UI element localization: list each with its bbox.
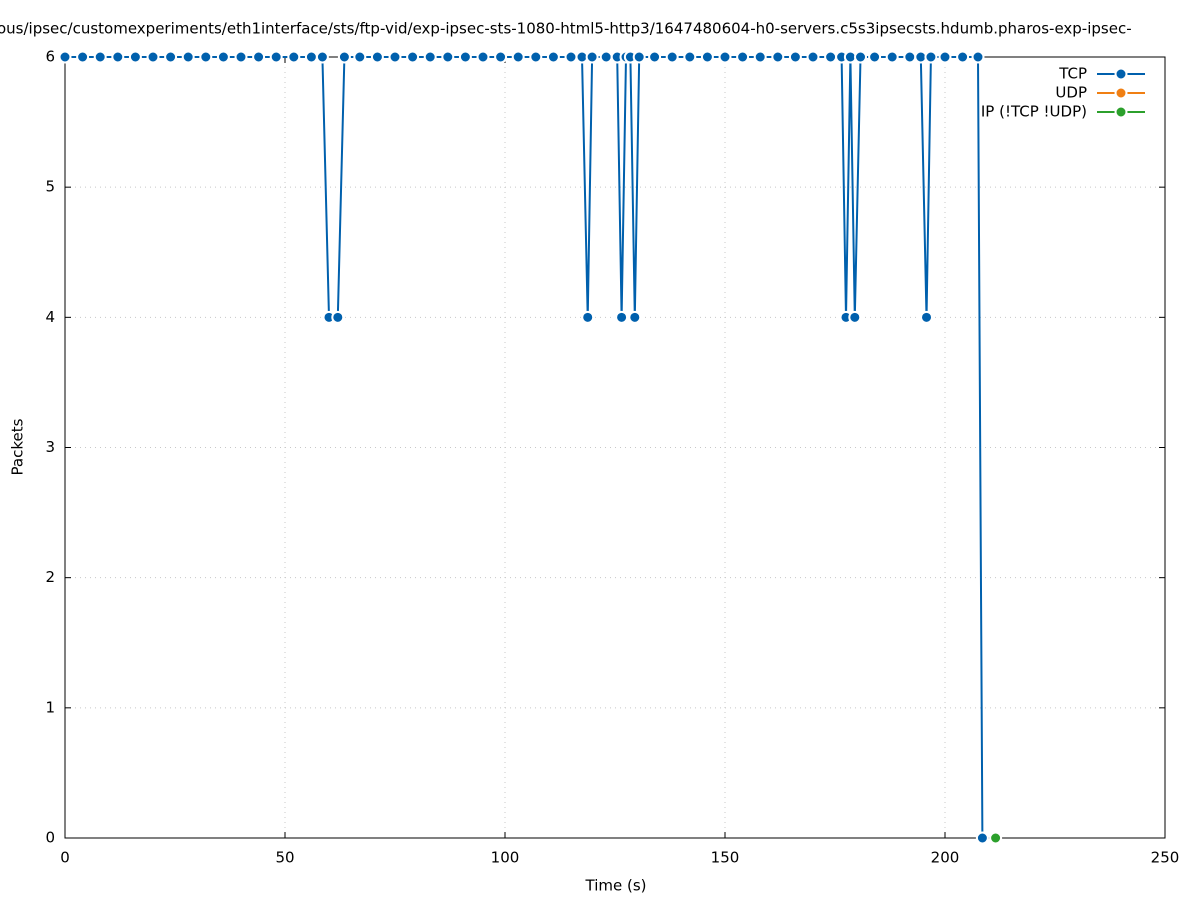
data-point bbox=[885, 50, 899, 64]
data-point bbox=[683, 50, 697, 64]
y-tick-label: 5 bbox=[45, 178, 55, 196]
data-point bbox=[269, 50, 283, 64]
data-point bbox=[406, 50, 420, 64]
data-point bbox=[581, 310, 595, 324]
data-point bbox=[287, 50, 301, 64]
data-point bbox=[181, 50, 195, 64]
data-point bbox=[956, 50, 970, 64]
data-point bbox=[128, 50, 142, 64]
y-tick-label: 2 bbox=[45, 568, 55, 586]
x-tick-label: 100 bbox=[491, 849, 520, 867]
y-tick-label: 3 bbox=[45, 438, 55, 456]
data-point bbox=[753, 50, 767, 64]
x-tick-label: 150 bbox=[711, 849, 740, 867]
data-point bbox=[938, 50, 952, 64]
legend-marker bbox=[1114, 105, 1128, 119]
data-point bbox=[353, 50, 367, 64]
y-tick-label: 1 bbox=[45, 698, 55, 716]
data-point bbox=[337, 50, 351, 64]
data-point bbox=[806, 50, 820, 64]
data-point bbox=[388, 50, 402, 64]
data-point bbox=[252, 50, 266, 64]
data-point bbox=[564, 50, 578, 64]
data-point bbox=[920, 310, 934, 324]
data-point bbox=[494, 50, 508, 64]
data-point bbox=[771, 50, 785, 64]
x-tick-label: 200 bbox=[931, 849, 960, 867]
y-tick-label: 0 bbox=[45, 829, 55, 847]
legend-label: IP (!TCP !UDP) bbox=[981, 103, 1087, 121]
x-tick-label: 250 bbox=[1151, 849, 1180, 867]
data-point bbox=[164, 50, 178, 64]
data-point bbox=[423, 50, 437, 64]
data-point bbox=[599, 50, 613, 64]
x-tick-label: 0 bbox=[60, 849, 70, 867]
data-point bbox=[788, 50, 802, 64]
data-point bbox=[315, 50, 329, 64]
data-point bbox=[458, 50, 472, 64]
data-point bbox=[331, 310, 345, 324]
data-point bbox=[216, 50, 230, 64]
data-point bbox=[628, 310, 642, 324]
data-point bbox=[854, 50, 868, 64]
data-point bbox=[665, 50, 679, 64]
data-point bbox=[76, 50, 90, 64]
data-point bbox=[848, 310, 862, 324]
data-point bbox=[971, 50, 985, 64]
data-point bbox=[476, 50, 490, 64]
data-point bbox=[868, 50, 882, 64]
data-point bbox=[111, 50, 125, 64]
data-point bbox=[975, 831, 989, 845]
data-point bbox=[529, 50, 543, 64]
data-point bbox=[146, 50, 160, 64]
data-point bbox=[370, 50, 384, 64]
series-line bbox=[65, 56, 984, 839]
legend-label: UDP bbox=[1055, 84, 1087, 102]
data-point bbox=[511, 50, 525, 64]
data-point bbox=[234, 50, 248, 64]
data-point bbox=[585, 50, 599, 64]
legend-marker bbox=[1114, 86, 1128, 100]
x-axis-label: Time (s) bbox=[585, 877, 647, 895]
data-point bbox=[93, 50, 107, 64]
chart-title: ous/ipsec/customexperiments/eth1interfac… bbox=[0, 20, 1132, 38]
data-point bbox=[700, 50, 714, 64]
x-tick-label: 50 bbox=[275, 849, 294, 867]
data-point bbox=[304, 50, 318, 64]
data-point bbox=[615, 310, 629, 324]
legend-label: TCP bbox=[1058, 65, 1087, 83]
data-point bbox=[441, 50, 455, 64]
data-point bbox=[199, 50, 213, 64]
data-point bbox=[632, 50, 646, 64]
data-point bbox=[546, 50, 560, 64]
y-axis-label: Packets bbox=[9, 418, 27, 475]
data-point bbox=[718, 50, 732, 64]
y-tick-label: 6 bbox=[45, 48, 55, 66]
data-point bbox=[736, 50, 750, 64]
data-point bbox=[924, 50, 938, 64]
data-point bbox=[903, 50, 917, 64]
y-tick-label: 4 bbox=[45, 308, 55, 326]
data-point bbox=[58, 50, 72, 64]
legend-marker bbox=[1114, 67, 1128, 81]
data-point bbox=[648, 50, 662, 64]
data-point bbox=[824, 50, 838, 64]
data-point bbox=[989, 831, 1003, 845]
